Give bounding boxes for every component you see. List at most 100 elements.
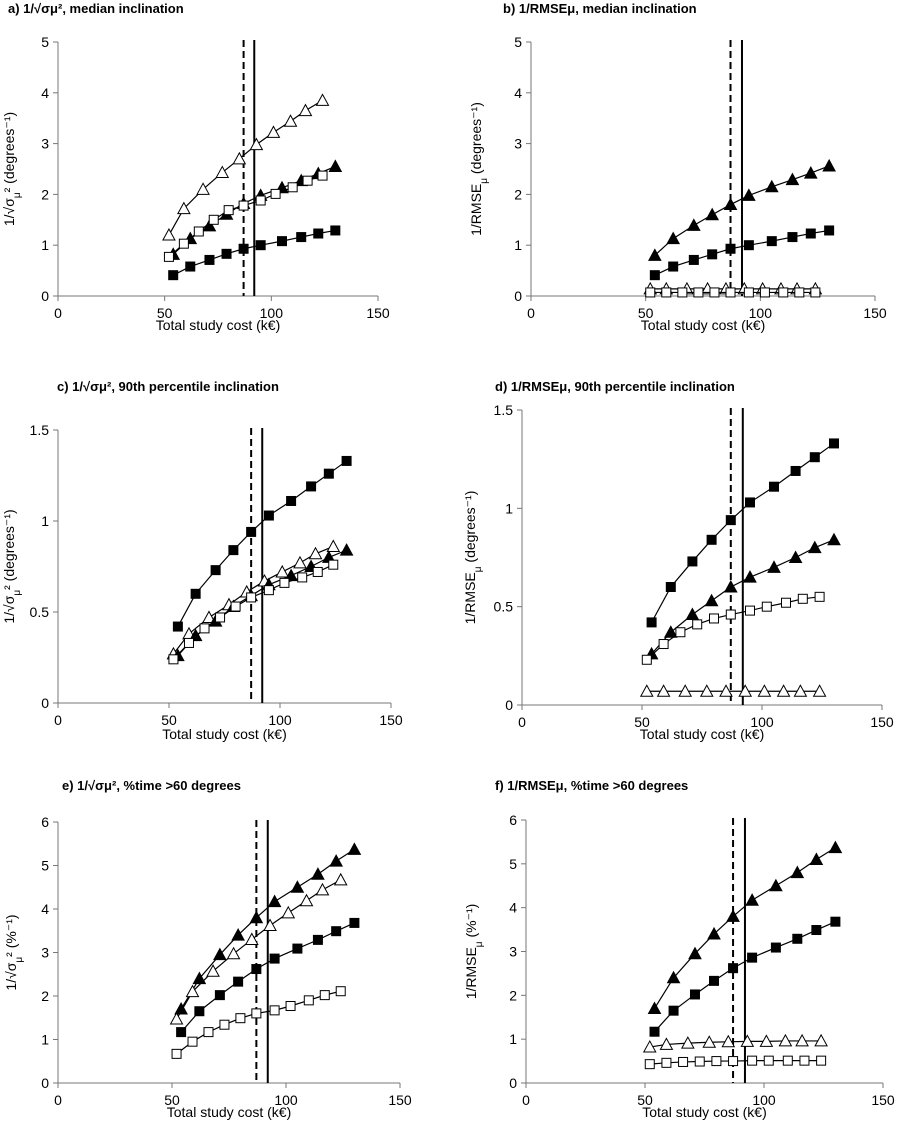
data-point-square-filled bbox=[194, 1006, 205, 1017]
chart-panel-e: e) 1/√σμ², %time >60 degrees 0 1 2 3 4 5 6 0 50 1… bbox=[3, 778, 412, 1120]
data-point-triangle-open bbox=[814, 1033, 828, 1047]
x-tick-label: 100 bbox=[749, 305, 773, 321]
y-tick-label: 1.5 bbox=[30, 422, 50, 438]
data-point-triangle-open bbox=[642, 1040, 657, 1053]
data-point-square-open bbox=[816, 1055, 827, 1066]
series-line-triangle-filled bbox=[654, 165, 830, 256]
data-point-triangle-filled bbox=[785, 172, 800, 186]
data-point-square-filled bbox=[792, 933, 803, 944]
data-point-square-open bbox=[183, 637, 194, 648]
data-point-square-filled bbox=[743, 240, 754, 251]
panel-c-title: c) 1/√σμ², 90th percentile inclination bbox=[57, 379, 279, 394]
data-point-square-filled bbox=[706, 534, 717, 545]
y-axis-label: 1/√σμ² (degrees⁻¹) bbox=[1, 112, 23, 226]
panel-d-title: d) 1/RMSEμ, 90th percentile inclination bbox=[495, 379, 735, 394]
x-tick-label: 100 bbox=[750, 714, 774, 730]
data-point-triangle-open bbox=[275, 564, 290, 578]
data-point-square-open bbox=[235, 1013, 246, 1024]
data-point-square-filled bbox=[323, 468, 334, 479]
data-point-square-filled bbox=[185, 261, 196, 272]
x-tick-label: 100 bbox=[260, 305, 284, 321]
data-point-triangle-filled bbox=[249, 910, 264, 924]
data-point-square-open bbox=[312, 566, 323, 577]
x-axis-label: Total study cost (k€) bbox=[642, 1104, 767, 1120]
data-point-triangle-open bbox=[699, 684, 714, 697]
data-point-triangle-open bbox=[293, 555, 307, 569]
data-point-triangle-filled bbox=[822, 158, 836, 172]
series-line-square-open bbox=[176, 990, 341, 1055]
data-point-square-filled bbox=[728, 963, 739, 974]
series-line-triangle-filled bbox=[654, 847, 836, 1009]
y-tick-label: 3 bbox=[509, 944, 517, 960]
data-point-square-filled bbox=[689, 989, 700, 1000]
y-tick-label: 1 bbox=[514, 237, 522, 253]
series-line-square-filled bbox=[654, 229, 830, 276]
y-tick-label: 4 bbox=[514, 85, 522, 101]
data-point-triangle-open bbox=[757, 684, 772, 697]
data-point-triangle-open bbox=[299, 893, 314, 907]
x-tick-label: 50 bbox=[634, 714, 650, 730]
x-tick-label: 50 bbox=[637, 1092, 653, 1108]
data-point-square-open bbox=[203, 1027, 214, 1038]
data-point-square-open bbox=[782, 1055, 793, 1066]
data-point-square-open bbox=[794, 287, 805, 298]
data-point-square-filled bbox=[168, 270, 179, 281]
data-point-triangle-filled bbox=[647, 248, 662, 261]
series-line-square-open bbox=[173, 564, 334, 660]
data-point-square-filled bbox=[687, 556, 698, 567]
data-point-square-open bbox=[187, 1036, 198, 1047]
data-point-square-filled bbox=[725, 515, 736, 526]
y-tick-label: 0 bbox=[41, 695, 49, 711]
data-point-square-open bbox=[199, 623, 210, 634]
y-tick-label: 5 bbox=[509, 856, 517, 872]
data-point-square-filled bbox=[204, 254, 215, 265]
data-point-triangle-filled bbox=[723, 579, 738, 593]
data-point-square-filled bbox=[313, 228, 324, 239]
y-tick-label: 0.5 bbox=[30, 604, 50, 620]
data-point-square-filled bbox=[809, 452, 820, 463]
data-point-triangle-open bbox=[795, 1033, 809, 1047]
series-line-square-filled bbox=[651, 442, 835, 623]
series-line-triangle-open bbox=[649, 1040, 822, 1048]
x-axis-label: Total study cost (k€) bbox=[641, 317, 766, 333]
data-point-triangle-open bbox=[776, 684, 791, 697]
data-point-triangle-open bbox=[298, 103, 313, 117]
y-tick-label: 3 bbox=[41, 136, 49, 152]
panel-e-title: e) 1/√σμ², %time >60 degrees bbox=[62, 778, 241, 793]
data-point-square-open bbox=[285, 1001, 296, 1012]
series-line-square-filled bbox=[654, 921, 836, 1033]
data-point-square-filled bbox=[277, 236, 287, 247]
data-point-triangle-open bbox=[333, 872, 348, 886]
data-point-square-open bbox=[661, 287, 672, 298]
data-point-square-open bbox=[810, 287, 821, 298]
data-point-triangle-open bbox=[315, 882, 330, 896]
y-tick-label: 4 bbox=[509, 900, 517, 916]
series-line-triangle-filled bbox=[651, 539, 835, 655]
data-point-square-filled bbox=[725, 243, 736, 254]
series-line-triangle-open bbox=[176, 879, 342, 1020]
data-point-triangle-filled bbox=[807, 540, 822, 554]
data-point-triangle-filled bbox=[213, 947, 227, 961]
x-tick-label: 150 bbox=[870, 714, 894, 730]
y-tick-label: 3 bbox=[41, 945, 49, 961]
data-point-square-filled bbox=[190, 588, 201, 599]
data-point-square-filled bbox=[312, 934, 323, 945]
x-tick-label: 0 bbox=[527, 305, 535, 321]
data-point-square-open bbox=[725, 609, 736, 620]
x-tick-label: 150 bbox=[863, 305, 887, 321]
data-point-square-open bbox=[692, 619, 703, 630]
data-point-square-open bbox=[219, 1019, 230, 1030]
data-point-square-filled bbox=[306, 481, 317, 492]
y-tick-label: 5 bbox=[514, 34, 522, 50]
series-line-square-filled bbox=[180, 922, 355, 1033]
data-point-square-open bbox=[661, 1057, 672, 1068]
data-point-triangle-open bbox=[719, 684, 733, 697]
data-point-triangle-filled bbox=[745, 893, 759, 906]
data-point-triangle-filled bbox=[686, 218, 701, 231]
data-point-square-open bbox=[215, 612, 226, 623]
data-point-triangle-open bbox=[177, 201, 191, 215]
y-tick-label: 1 bbox=[41, 513, 49, 529]
x-tick-label: 0 bbox=[522, 1092, 530, 1108]
y-tick-label: 0 bbox=[41, 1075, 49, 1091]
